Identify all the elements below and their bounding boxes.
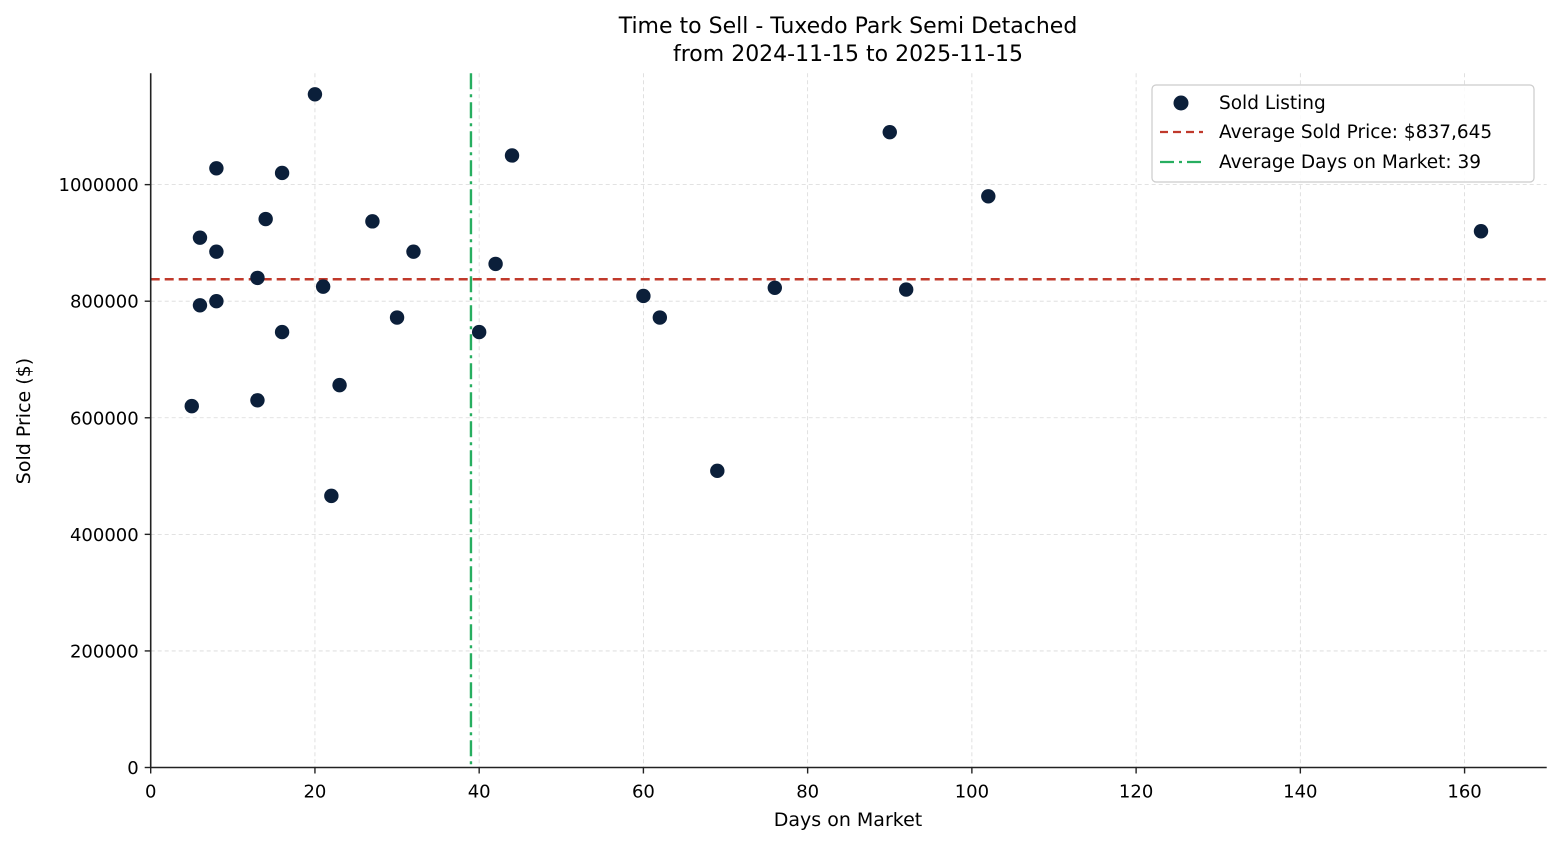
x-tick-label: 160 bbox=[1447, 782, 1481, 803]
sold-listing-point bbox=[258, 211, 273, 227]
sold-listing-point bbox=[488, 256, 503, 272]
y-tick-label: 1000000 bbox=[59, 175, 139, 196]
sold-listing-point bbox=[209, 294, 224, 309]
sold-listing-point bbox=[652, 310, 668, 325]
y-tick-label: 400000 bbox=[70, 525, 139, 546]
y-tick-label: 600000 bbox=[70, 408, 139, 429]
y-tick-label: 800000 bbox=[70, 292, 139, 313]
sold-listing-point bbox=[389, 310, 405, 325]
sold-listing-point bbox=[898, 282, 914, 297]
y-tick-label: 0 bbox=[127, 758, 138, 779]
y-tick-label: 200000 bbox=[70, 641, 139, 662]
sold-listing-point bbox=[274, 324, 290, 340]
sold-listing-point bbox=[504, 148, 520, 163]
sold-listing-point bbox=[471, 324, 487, 340]
legend-label: Sold Listing bbox=[1219, 93, 1326, 114]
sold-listing-point bbox=[307, 87, 323, 102]
sold-listing-point bbox=[192, 298, 208, 313]
legend-item-sold-listing: Sold Listing bbox=[1173, 93, 1326, 114]
sold-listing-point bbox=[274, 165, 290, 181]
sold-listing-point bbox=[192, 230, 208, 245]
sold-listing-point bbox=[315, 279, 331, 294]
legend-box bbox=[1151, 84, 1535, 183]
sold-listing-point bbox=[636, 288, 651, 304]
sold-listing-point bbox=[250, 270, 265, 286]
axes: 0 20 40 60 80 100 120 140 160 0 200000 400000 60000… bbox=[59, 73, 1547, 803]
legend-label: Average Days on Market: 39 bbox=[1219, 152, 1481, 173]
sold-listing-point bbox=[981, 189, 996, 204]
x-tick-label: 80 bbox=[796, 782, 819, 803]
sold-listing-point bbox=[332, 377, 347, 393]
x-tick-label: 60 bbox=[632, 782, 655, 803]
sold-listing-point bbox=[324, 488, 339, 504]
x-tick-label: 0 bbox=[145, 782, 156, 803]
sold-listing-point bbox=[209, 161, 224, 176]
chart-legend: Sold Listing Average Sold Price: $837,64… bbox=[1151, 84, 1535, 183]
sold-listing-point bbox=[710, 463, 725, 479]
x-tick-label: 140 bbox=[1283, 782, 1317, 803]
y-axis-label: Sold Price ($) bbox=[13, 358, 35, 484]
legend-item-average-days: Average Days on Market: 39 bbox=[1160, 152, 1481, 173]
data-points bbox=[184, 87, 1489, 504]
reference-lines bbox=[150, 73, 1547, 768]
sold-listing-point bbox=[250, 393, 265, 408]
legend-label: Average Sold Price: $837,645 bbox=[1219, 122, 1492, 143]
chart-title: Time to Sell - Tuxedo Park Semi Detached bbox=[618, 14, 1078, 39]
x-axis-label: Days on Market bbox=[774, 809, 922, 831]
sold-listing-point bbox=[365, 214, 380, 229]
legend-item-average-price: Average Sold Price: $837,645 bbox=[1160, 122, 1492, 143]
chart-subtitle: from 2024-11-15 to 2025-11-15 bbox=[673, 42, 1023, 67]
sold-listing-point bbox=[406, 244, 421, 259]
y-axis-ticks: 0 200000 400000 600000 800000 1000000 bbox=[59, 175, 151, 779]
x-tick-label: 20 bbox=[303, 782, 326, 803]
sold-listing-point bbox=[1473, 224, 1489, 239]
sold-listing-point bbox=[209, 244, 224, 259]
sold-listing-point bbox=[882, 124, 897, 140]
sold-listing-point bbox=[767, 280, 782, 295]
x-tick-label: 100 bbox=[955, 782, 989, 803]
x-tick-label: 40 bbox=[468, 782, 491, 803]
sold-listing-point bbox=[184, 398, 199, 414]
x-axis-ticks: 0 20 40 60 80 100 120 140 160 bbox=[145, 767, 1482, 803]
dot-marker-icon bbox=[1173, 95, 1189, 111]
x-tick-label: 120 bbox=[1119, 782, 1153, 803]
